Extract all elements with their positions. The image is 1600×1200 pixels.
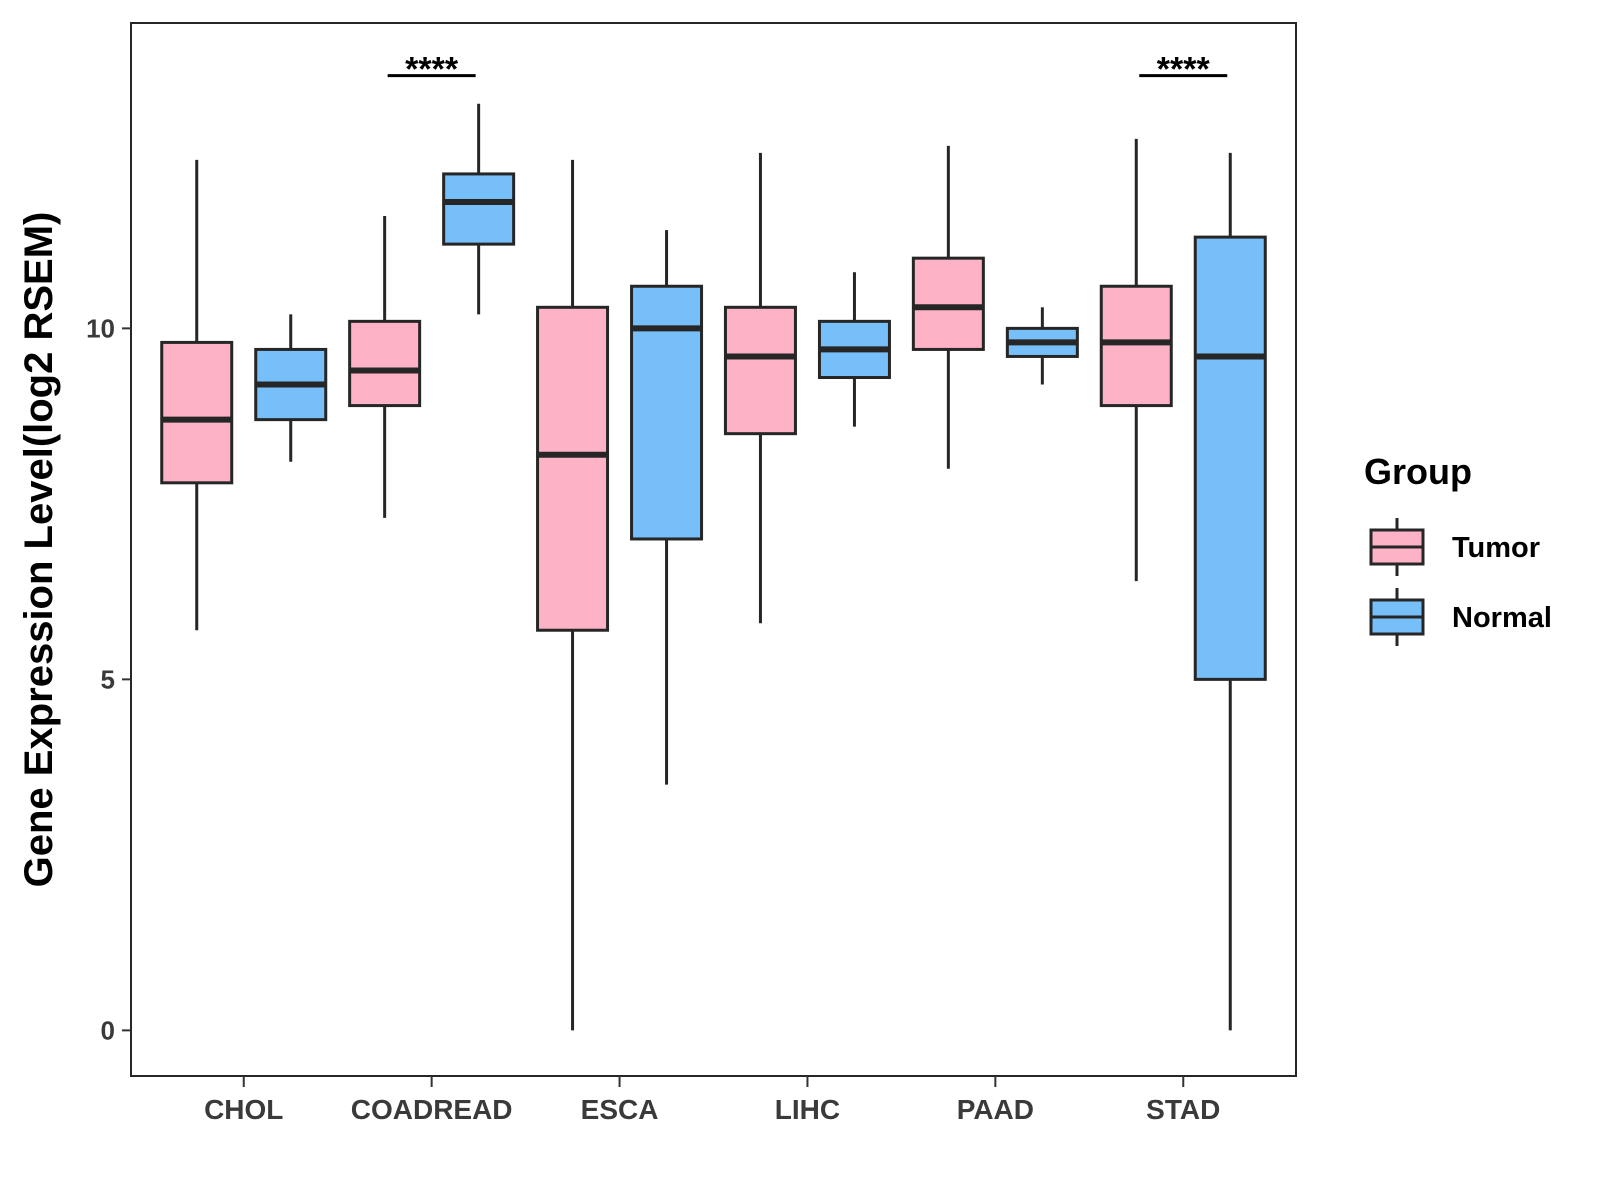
box-tumor-stad [1099,138,1173,582]
box-normal-lihc [817,272,891,427]
box-tumor-lihc [723,152,797,624]
box-body [1193,235,1267,681]
y-axis-title: Gene Expression Level(log2 RSEM) [17,212,61,888]
legend-label-tumor: Tumor [1452,532,1540,564]
y-tick-label: 5 [101,664,115,694]
x-tick-label: STAD [1146,1094,1220,1125]
box-body [536,305,610,632]
legend-label-normal: Normal [1452,602,1552,634]
x-tick-label: COADREAD [351,1094,513,1125]
box-tumor-coadread [348,216,422,518]
x-tick-label: ESCA [581,1094,659,1125]
legend-title: Group [1364,451,1472,492]
axis-layer: 0 5 10 CHOL COADREAD ESCA LIHC PAAD STAD [86,313,1220,1125]
legend-key-normal [1369,588,1425,646]
significance-label: **** [1157,51,1211,89]
y-tick-label: 0 [101,1015,115,1045]
box-body [723,305,797,436]
box-normal-chol [254,314,328,462]
x-tick-label: PAAD [957,1094,1034,1125]
box-tumor-esca [536,159,610,1031]
box-tumor-paad [911,145,985,469]
legend-key-tumor [1369,518,1425,576]
box-body [1099,284,1173,408]
box-normal-stad [1193,152,1267,1031]
box-normal-coadread [442,103,516,315]
box-layer [160,103,1267,1031]
box-normal-paad [1005,307,1079,385]
significance-label: **** [405,51,459,89]
legend: Group Tumor Normal [1364,451,1552,646]
box-body [348,319,422,408]
box-normal-esca [630,230,704,785]
y-tick-label: 10 [86,313,115,343]
plot-panel [130,22,1297,1077]
panel-border [130,22,1297,1077]
x-tick-label: LIHC [775,1094,840,1125]
box-body [160,340,234,485]
significance-layer: **** **** [387,51,1228,89]
box-body [442,172,516,246]
box-body [911,256,985,351]
x-tick-label: CHOL [204,1094,283,1125]
box-tumor-chol [160,159,234,631]
box-body [630,284,704,541]
